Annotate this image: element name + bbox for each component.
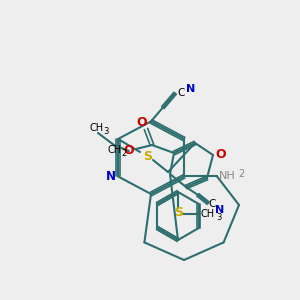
Text: NH: NH [219, 171, 236, 181]
Text: 2: 2 [122, 149, 127, 158]
Text: S: S [143, 151, 152, 164]
Text: O: O [137, 116, 147, 130]
Text: S: S [175, 206, 184, 218]
Text: CH: CH [90, 123, 104, 133]
Text: C: C [208, 199, 216, 209]
Text: CH: CH [201, 209, 215, 219]
Text: N: N [186, 84, 196, 94]
Text: 3: 3 [216, 214, 222, 223]
Text: N: N [215, 205, 225, 215]
Text: 3: 3 [103, 128, 109, 136]
Text: O: O [124, 145, 134, 158]
Text: C: C [177, 88, 185, 98]
Text: CH: CH [108, 145, 122, 155]
Text: N: N [106, 170, 116, 183]
Text: 2: 2 [238, 169, 244, 179]
Text: O: O [216, 148, 226, 161]
